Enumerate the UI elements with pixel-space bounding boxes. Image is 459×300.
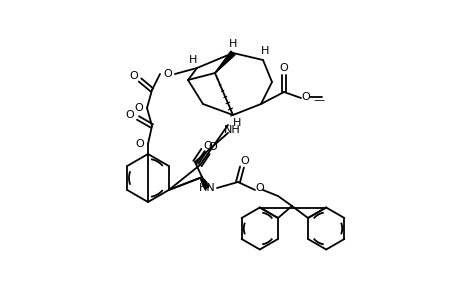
Text: O: O	[240, 156, 249, 166]
Text: O: O	[208, 142, 217, 152]
Text: HN: HN	[198, 183, 215, 193]
Text: O: O	[255, 183, 264, 193]
Text: O: O	[301, 92, 310, 102]
Text: H: H	[188, 55, 197, 65]
Text: O: O	[134, 103, 143, 113]
Text: O: O	[203, 141, 212, 151]
Text: NH: NH	[223, 125, 240, 135]
Text: H: H	[260, 46, 269, 56]
Text: O: O	[125, 110, 134, 120]
Text: O: O	[129, 71, 138, 81]
Text: H: H	[232, 118, 241, 128]
Text: H: H	[228, 39, 237, 49]
Polygon shape	[200, 178, 208, 189]
Polygon shape	[214, 51, 235, 73]
Polygon shape	[202, 177, 207, 185]
Text: —: —	[313, 95, 324, 105]
Text: O: O	[279, 63, 288, 73]
Text: O: O	[163, 69, 172, 79]
Text: O: O	[135, 139, 144, 149]
